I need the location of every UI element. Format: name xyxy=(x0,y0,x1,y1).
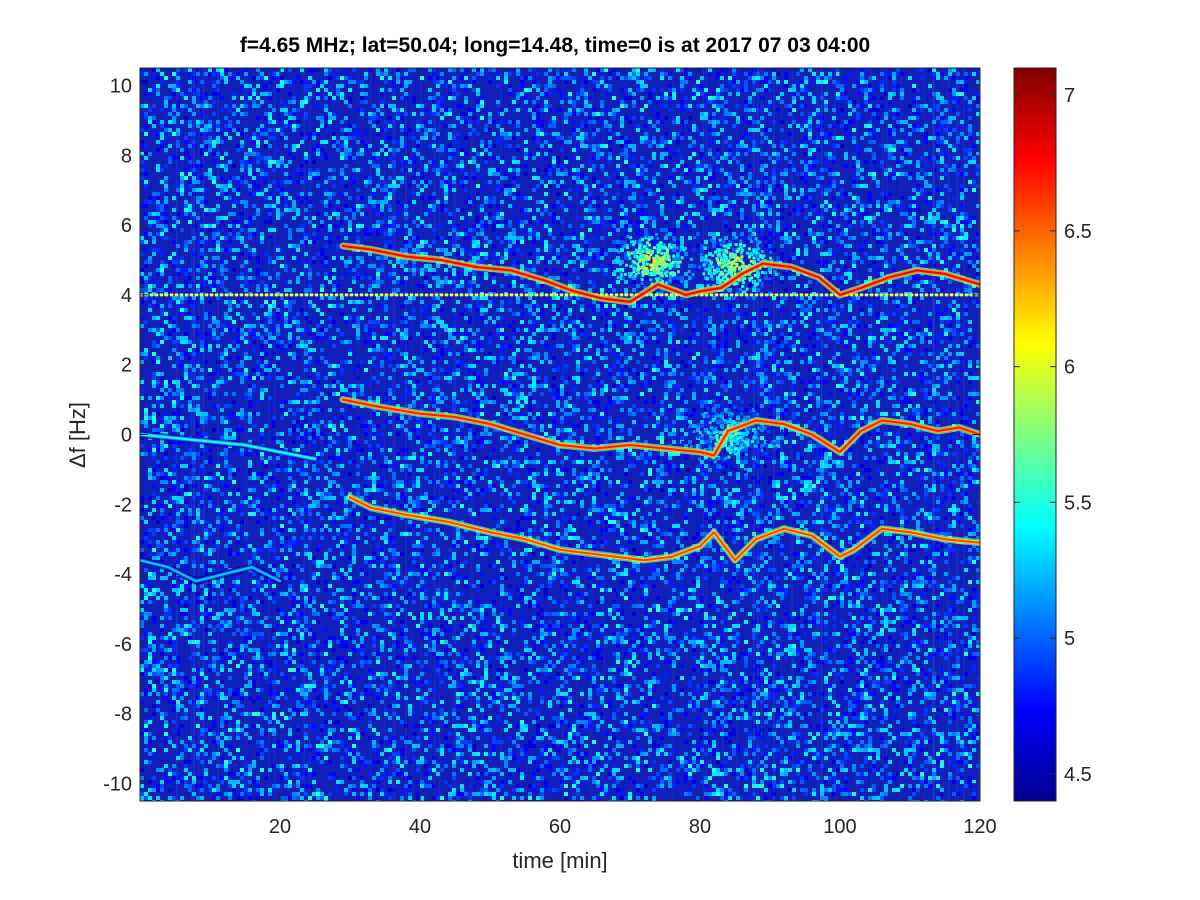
trace-layer xyxy=(140,242,980,585)
y-tick-label: 10 xyxy=(110,75,132,97)
x-axis-label: time [min] xyxy=(512,848,607,873)
colorbar-axis: 4.5 5 5.5 6 6.5 7 xyxy=(1014,85,1092,786)
chart-title: f=4.65 MHz; lat=50.04; long=14.48, time=… xyxy=(240,34,870,57)
y-tick-label: 8 xyxy=(121,145,132,167)
colorbar-tick-label: 5 xyxy=(1064,628,1075,650)
colorbar-tick-label: 7 xyxy=(1064,85,1075,107)
trace-line xyxy=(342,398,980,457)
y-tick-label: -2 xyxy=(114,494,132,516)
y-tick-label: 6 xyxy=(121,215,132,237)
x-tick-label: 100 xyxy=(823,816,856,838)
colorbar-tick-label: 4.5 xyxy=(1064,764,1092,786)
y-axis-label: Δf [Hz] xyxy=(65,402,90,468)
trace-line xyxy=(349,496,980,562)
x-axis: 20 40 60 80 100 120 xyxy=(269,68,997,838)
diffuse-region xyxy=(612,233,695,289)
colorbar-tick-label: 5.5 xyxy=(1064,492,1092,514)
x-tick-label: 40 xyxy=(409,816,431,838)
x-tick-label: 60 xyxy=(549,816,571,838)
y-tick-label: 0 xyxy=(121,425,132,447)
trace-line xyxy=(140,559,281,583)
colorbar xyxy=(1013,67,1057,802)
x-tick-label: 80 xyxy=(689,816,711,838)
colorbar-tick-label: 6 xyxy=(1064,357,1075,379)
y-tick-label: 2 xyxy=(121,355,132,377)
y-axis: -10 -8 -6 -4 -2 0 2 4 6 8 10 xyxy=(103,75,980,796)
y-tick-label: 4 xyxy=(121,285,132,307)
y-tick-label: -10 xyxy=(103,774,132,796)
y-tick-label: -6 xyxy=(114,634,132,656)
trace-line xyxy=(140,433,316,460)
y-tick-label: -4 xyxy=(114,564,132,586)
y-tick-label: -8 xyxy=(114,704,132,726)
colorbar-tick-label: 6.5 xyxy=(1064,221,1092,243)
x-tick-label: 120 xyxy=(963,816,996,838)
trace-line xyxy=(342,245,980,303)
heatmap-layer xyxy=(140,68,980,801)
x-tick-label: 20 xyxy=(269,816,291,838)
